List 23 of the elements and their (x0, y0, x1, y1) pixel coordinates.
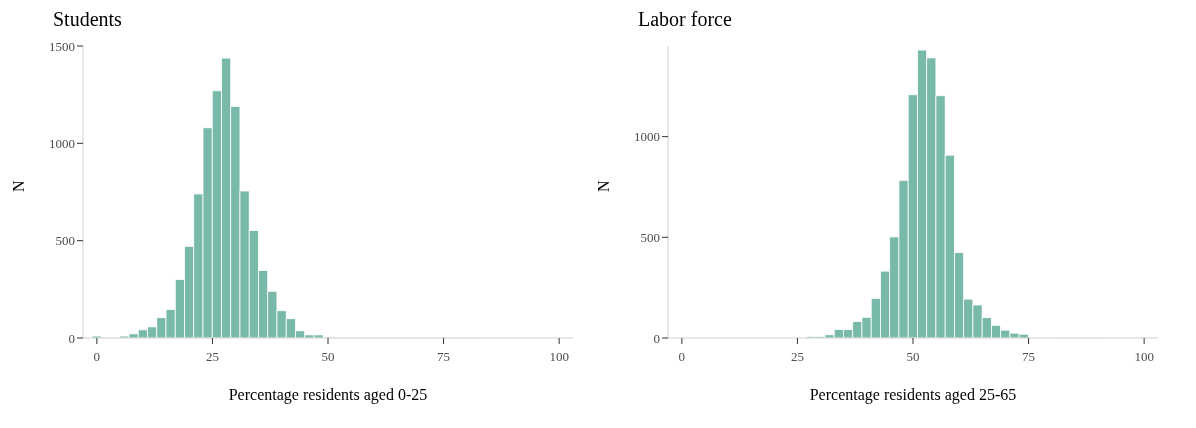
y-tick-label: 500 (55, 233, 75, 249)
x-tick-label: 75 (437, 349, 451, 365)
x-tick-label: 100 (549, 349, 569, 365)
x-tick-label: 75 (1022, 349, 1036, 365)
y-tick-label: 500 (640, 229, 660, 245)
x-axis-title: Percentage residents aged 25-65 (809, 386, 1017, 404)
chart-title: Students (52, 8, 123, 32)
x-axis-title: Percentage residents aged 0-25 (228, 386, 428, 404)
x-tick-label: 0 (93, 349, 101, 365)
x-tick-label: 50 (906, 349, 920, 365)
y-tick-label: 1000 (634, 129, 660, 145)
x-tick-label: 50 (321, 349, 335, 365)
y-tick-label: 1500 (49, 38, 75, 54)
y-axis-title: N (594, 180, 612, 192)
y-tick-label: 1000 (49, 135, 75, 151)
x-tick-label: 25 (790, 349, 804, 365)
x-tick-label: 0 (678, 349, 686, 365)
chart-title: Labor force (637, 8, 733, 32)
x-tick-label: 25 (205, 349, 219, 365)
y-axis-title: N (9, 180, 27, 192)
y-tick-label: 0 (653, 330, 660, 346)
x-tick-label: 100 (1134, 349, 1154, 365)
y-tick-label: 0 (68, 330, 75, 346)
